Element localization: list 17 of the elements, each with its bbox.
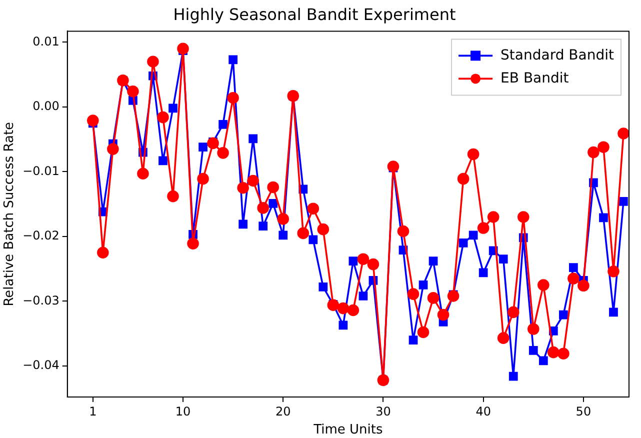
legend-label: Standard Bandit: [500, 47, 615, 64]
chart-title: Highly Seasonal Bandit Experiment: [173, 4, 456, 24]
y-axis-title: Relative Batch Success Rate: [2, 122, 18, 306]
x-tick-label: 10: [175, 404, 191, 418]
legend-label: EB Bandit: [500, 70, 570, 86]
x-tick-label: 50: [576, 404, 592, 418]
y-tick-label: −0.02: [22, 228, 60, 243]
x-tick-label: 20: [275, 404, 291, 418]
y-tick-label: 0.00: [32, 99, 60, 114]
y-tick-label: −0.01: [22, 164, 60, 178]
x-tick-label: 30: [376, 404, 391, 418]
x-axis-title: Time Units: [312, 422, 384, 438]
x-tick-label: 40: [476, 404, 491, 418]
x-tick-label: 1: [89, 404, 97, 418]
y-tick-label: 0.01: [32, 34, 60, 48]
y-tick-label: −0.04: [22, 358, 60, 372]
y-tick-label: −0.03: [22, 293, 60, 308]
